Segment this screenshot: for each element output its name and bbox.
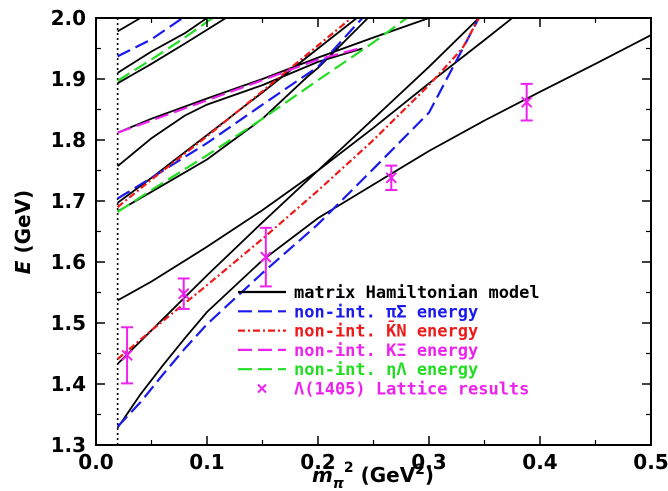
series-0-curve-5	[117, 47, 363, 167]
legend-entry-1: non-int. πΣ energy	[238, 302, 478, 322]
x-tick-label-4: 0.4	[522, 450, 557, 474]
y-axis-label: E (GeV)	[11, 190, 35, 274]
y-tick-label-7: 2.0	[51, 6, 86, 30]
series-0-curve-1	[116, 18, 480, 365]
series-1-curve-0	[116, 18, 480, 428]
legend-entry-2: non-int. K̄N energy	[238, 320, 478, 342]
lattice-points-layer	[121, 82, 533, 385]
x-tick-label-3: 0.3	[411, 450, 446, 474]
lattice-point-1	[177, 277, 190, 310]
ticks-layer: 0.0 0.1 0.2 0.3 0.4 0.5 1.3 1.4 1.5 1.6 1.7 1.8 1.9 2…	[51, 6, 668, 474]
y-tick-label-6: 1.9	[51, 67, 86, 91]
y-tick-label-1: 1.4	[51, 372, 86, 396]
series-0-curve-2	[117, 18, 513, 302]
series-2-curve-0	[116, 18, 480, 360]
legend-entry-4: non-int. ηΛ energy	[238, 360, 478, 380]
y-tick-label-3: 1.6	[51, 250, 86, 274]
series-0-curve-9	[117, 18, 141, 33]
legend-label-5: Λ(1405) Lattice results	[294, 380, 529, 400]
lattice-point-0	[121, 326, 134, 385]
series-4-curve-1	[117, 18, 214, 82]
lattice-point-4	[520, 82, 533, 122]
series-1-curve-1	[117, 18, 364, 200]
series-0-curve-0	[116, 34, 651, 429]
legend-label-0: matrix Hamiltonian model	[294, 283, 540, 303]
x-tick-label-2: 0.2	[300, 450, 335, 474]
x-tick-label-0: 0.0	[78, 450, 113, 474]
series-0-curve-3	[117, 18, 369, 213]
series-2-curve-1	[116, 18, 352, 208]
curves-layer	[116, 18, 651, 429]
legend-label-3: non-int. KΞ energy	[294, 341, 478, 361]
legend-entry-0: matrix Hamiltonian model	[238, 283, 540, 303]
legend-label-4: non-int. ηΛ energy	[294, 360, 478, 380]
y-tick-label-0: 1.3	[51, 433, 86, 457]
legend-label-2: non-int. K̄N energy	[294, 320, 478, 342]
lattice-point-3	[385, 164, 398, 192]
y-tick-label-4: 1.7	[51, 189, 86, 213]
series-3-curve-0	[117, 47, 360, 134]
x-tick-label-1: 0.1	[189, 450, 224, 474]
legend-entry-3: non-int. KΞ energy	[238, 341, 478, 361]
series-0-curve-7	[117, 18, 227, 85]
x-tick-label-5: 0.5	[633, 450, 668, 474]
y-tick-label-5: 1.8	[51, 128, 86, 152]
legend-label-1: non-int. πΣ energy	[294, 302, 478, 322]
y-tick-label-2: 1.5	[51, 311, 86, 335]
lattice-point-2	[259, 226, 272, 288]
series-0-curve-6	[117, 18, 430, 134]
series-0-curve-8	[117, 18, 208, 74]
series-4-curve-0	[117, 18, 408, 213]
legend-entry-5: Λ(1405) Lattice results	[257, 380, 529, 400]
series-1-curve-2	[117, 18, 184, 58]
x-axis-label: mπ2 (GeV2)	[312, 460, 434, 491]
